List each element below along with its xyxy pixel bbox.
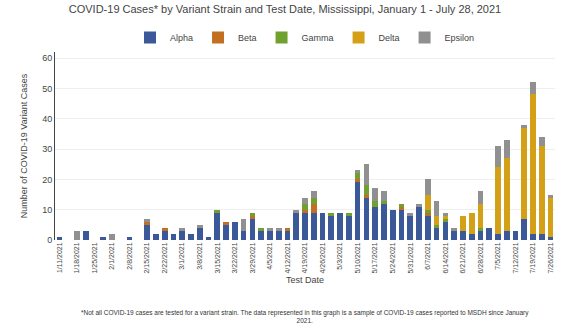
svg-text:1/11/2021: 1/11/2021 xyxy=(56,242,63,273)
svg-text:4/19/2021: 4/19/2021 xyxy=(301,242,308,273)
svg-text:6/7/2021: 6/7/2021 xyxy=(424,242,431,269)
svg-text:4/12/2021: 4/12/2021 xyxy=(284,242,291,273)
svg-text:3/8/2021: 3/8/2021 xyxy=(196,242,203,269)
svg-text:Epsilon: Epsilon xyxy=(445,33,475,43)
svg-text:Beta: Beta xyxy=(238,33,257,43)
svg-text:Test Date: Test Date xyxy=(286,275,324,285)
svg-text:2/15/2021: 2/15/2021 xyxy=(143,242,150,273)
svg-text:5/3/2021: 5/3/2021 xyxy=(336,242,343,269)
svg-text:5/31/2021: 5/31/2021 xyxy=(407,242,414,273)
svg-text:COVID-19 Cases* by Variant Str: COVID-19 Cases* by Variant Strain and Te… xyxy=(69,3,501,15)
svg-text:2/22/2021: 2/22/2021 xyxy=(161,242,168,273)
svg-text:10: 10 xyxy=(42,205,52,215)
svg-text:3/29/2021: 3/29/2021 xyxy=(249,242,256,273)
svg-text:Gamma: Gamma xyxy=(302,33,334,43)
svg-text:Alpha: Alpha xyxy=(170,33,193,43)
svg-text:*Not all COVID-19 cases are te: *Not all COVID-19 cases are tested for a… xyxy=(81,309,529,324)
svg-text:4/5/2021: 4/5/2021 xyxy=(266,242,273,269)
svg-text:40: 40 xyxy=(42,114,52,124)
svg-text:2/8/2021: 2/8/2021 xyxy=(126,242,133,269)
svg-text:3/22/2021: 3/22/2021 xyxy=(231,242,238,273)
svg-text:3/15/2021: 3/15/2021 xyxy=(214,242,221,273)
svg-text:5/24/2021: 5/24/2021 xyxy=(389,242,396,273)
svg-text:6/21/2021: 6/21/2021 xyxy=(459,242,466,273)
svg-text:3/1/2021: 3/1/2021 xyxy=(178,242,185,269)
svg-text:7/26/2021: 7/26/2021 xyxy=(547,242,554,273)
svg-text:5/17/2021: 5/17/2021 xyxy=(371,242,378,273)
svg-text:7/5/2021: 7/5/2021 xyxy=(494,242,501,269)
svg-text:60: 60 xyxy=(42,53,52,63)
svg-text:0: 0 xyxy=(47,235,52,245)
svg-text:Delta: Delta xyxy=(379,33,400,43)
svg-text:50: 50 xyxy=(42,84,52,94)
svg-text:30: 30 xyxy=(42,144,52,154)
svg-text:7/19/2021: 7/19/2021 xyxy=(529,242,536,273)
svg-text:4/26/2021: 4/26/2021 xyxy=(319,242,326,273)
svg-text:1/18/2021: 1/18/2021 xyxy=(73,242,80,273)
svg-text:1/25/2021: 1/25/2021 xyxy=(91,242,98,273)
svg-text:Number of COVID-19 Variant Cas: Number of COVID-19 Variant Cases xyxy=(19,73,29,218)
svg-text:6/28/2021: 6/28/2021 xyxy=(477,242,484,273)
svg-text:2/1/2021: 2/1/2021 xyxy=(108,242,115,269)
svg-text:7/12/2021: 7/12/2021 xyxy=(512,242,519,273)
svg-text:6/14/2021: 6/14/2021 xyxy=(442,242,449,273)
svg-text:20: 20 xyxy=(42,175,52,185)
svg-text:5/10/2021: 5/10/2021 xyxy=(354,242,361,273)
